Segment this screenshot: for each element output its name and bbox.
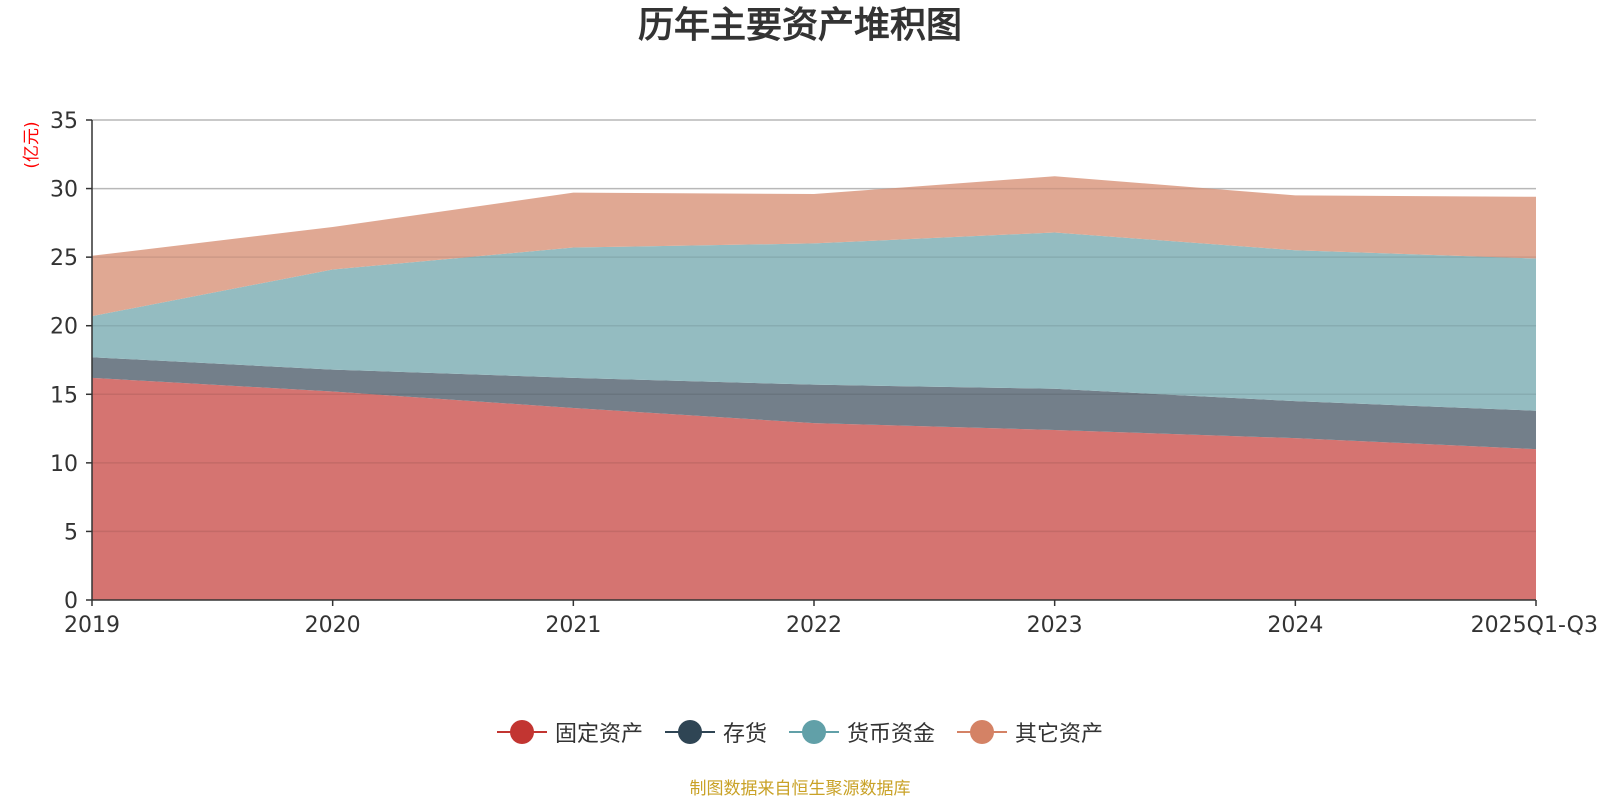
legend-label: 其它资产 xyxy=(1015,722,1104,747)
area-series-1[interactable] xyxy=(92,357,1536,450)
legend-dot-icon xyxy=(677,720,702,744)
plot-area: 0 5 10 15 20 25 30 35 2019 2020 2021 2022 2023 2024 20… xyxy=(22,109,1598,638)
y-tick-label-5: 25 xyxy=(50,246,78,271)
axis-layer: 0 5 10 15 20 25 30 35 2019 2020 2021 2022 2023 2024 20… xyxy=(50,109,1598,638)
legend: 固定资产 存货 货币资金 其它资产 xyxy=(0,716,1600,748)
x-tick-label-4: 2023 xyxy=(1027,613,1083,638)
legend-swatch-icon xyxy=(789,719,839,745)
y-tick-label-2: 10 xyxy=(50,452,78,477)
legend-item-0[interactable]: 固定资产 xyxy=(496,716,643,748)
y-tick-label-0: 0 xyxy=(64,589,78,614)
legend-swatch-icon xyxy=(957,719,1008,745)
legend-label: 存货 xyxy=(722,722,767,747)
legend-swatch-icon xyxy=(496,719,547,745)
y-tick-label-4: 20 xyxy=(50,315,78,340)
legend-dot-icon xyxy=(509,720,534,744)
x-tick-label-1: 2020 xyxy=(305,613,361,638)
y-tick-label-1: 5 xyxy=(64,520,78,545)
legend-label: 货币资金 xyxy=(847,722,936,747)
x-tick-label-0: 2019 xyxy=(64,613,120,638)
y-tick-label-3: 15 xyxy=(50,383,78,408)
x-tick-label-5: 2024 xyxy=(1267,613,1323,638)
legend-item-2[interactable]: 货币资金 xyxy=(789,716,935,748)
area-layer xyxy=(92,119,1536,600)
legend-item-1[interactable]: 存货 xyxy=(664,716,767,748)
legend-dot-icon xyxy=(802,720,826,744)
y-axis-unit-label: (亿元) xyxy=(22,121,42,168)
legend-dot-icon xyxy=(970,720,995,744)
x-tick-label-6: 2025Q1-Q3 xyxy=(1471,613,1598,638)
legend-swatch-icon xyxy=(664,719,715,745)
source-note: 制图数据来自恒生聚源数据库 xyxy=(689,779,911,799)
y-tick-label-6: 30 xyxy=(50,178,78,203)
area-series-2[interactable] xyxy=(92,232,1536,411)
legend-item-3[interactable]: 其它资产 xyxy=(957,716,1103,748)
area-series-3[interactable] xyxy=(92,176,1536,317)
legend-label: 固定资产 xyxy=(554,722,643,747)
y-tick-label-7: 35 xyxy=(50,109,78,134)
chart-title: 历年主要资产堆积图 xyxy=(637,5,962,46)
x-tick-label-3: 2022 xyxy=(786,613,842,638)
x-tick-label-2: 2021 xyxy=(545,613,601,638)
area-series-0[interactable] xyxy=(92,377,1536,600)
